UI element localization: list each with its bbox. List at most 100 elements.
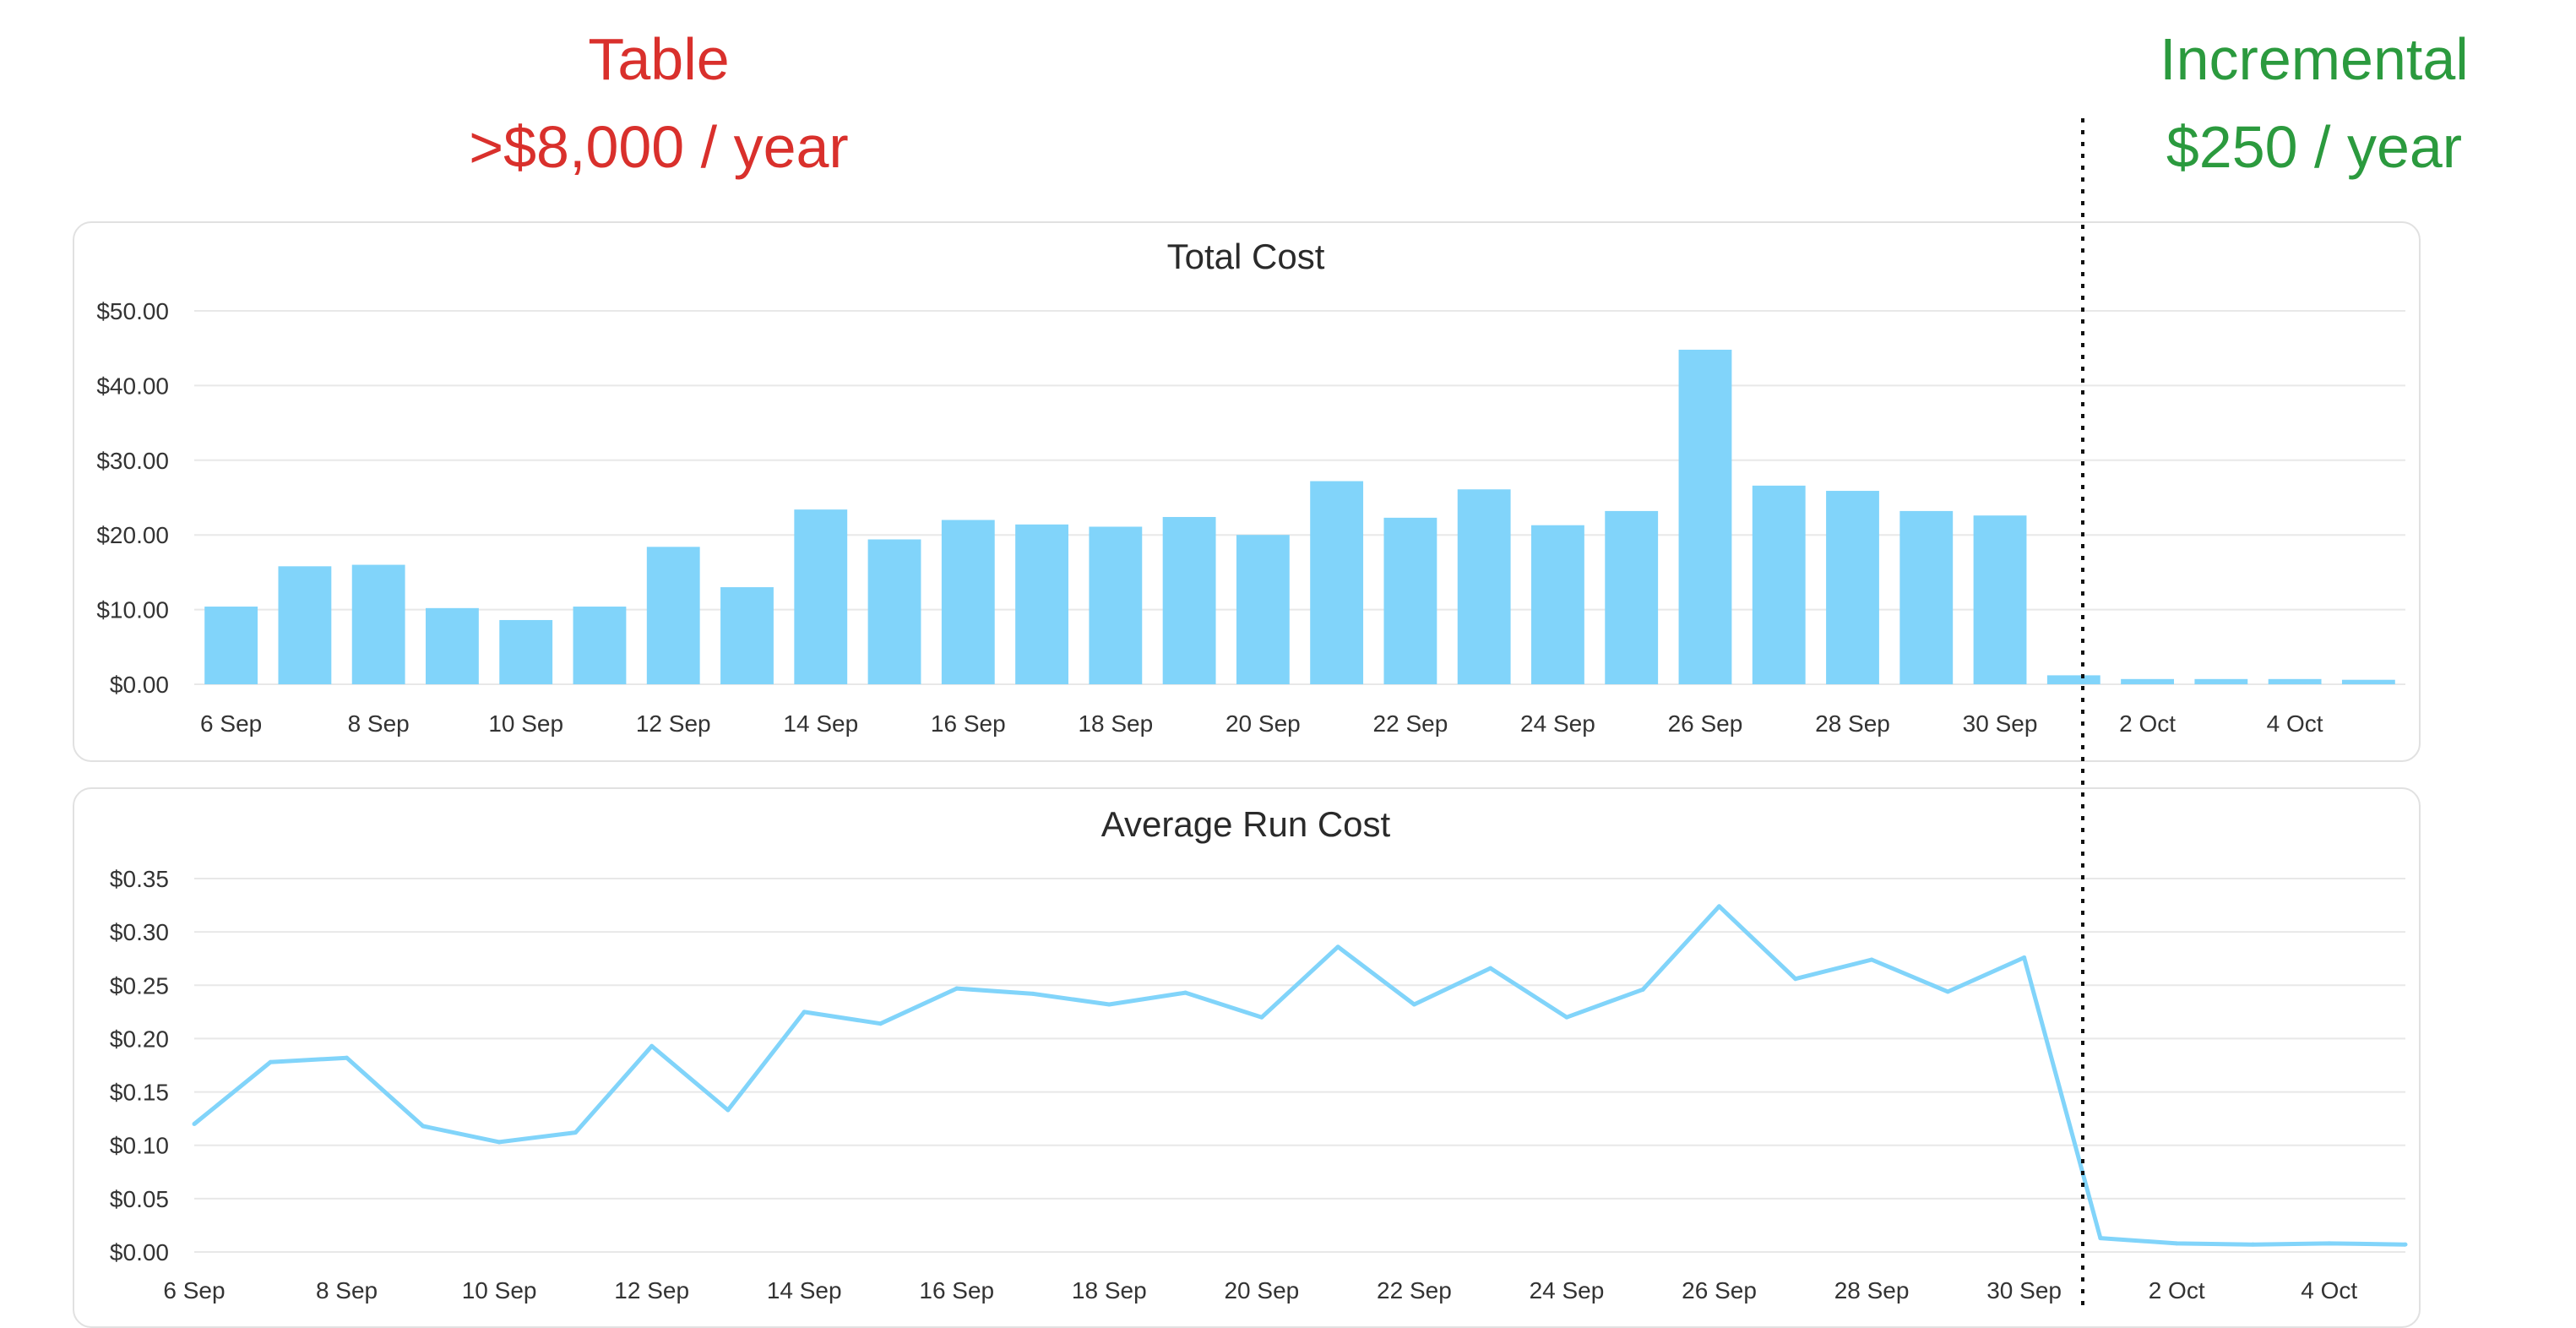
average-run-cost-y-tick-label: $0.30 [110, 919, 169, 945]
total-cost-bar [1015, 524, 1068, 684]
average-run-cost-point [878, 1021, 883, 1026]
average-run-cost-x-tick-label: 16 Sep [919, 1277, 994, 1304]
total-cost-bar [720, 587, 774, 684]
total-cost-x-tick-label: 18 Sep [1078, 710, 1153, 737]
average-run-cost-point [726, 1108, 731, 1113]
average-run-cost-point [421, 1124, 426, 1129]
average-run-cost-point [1640, 987, 1645, 992]
total-cost-y-tick-label: $10.00 [96, 597, 169, 623]
total-cost-bar [2268, 678, 2322, 684]
total-cost-x-tick-label: 2 Oct [2119, 710, 2176, 737]
total-cost-x-tick-label: 24 Sep [1520, 710, 1595, 737]
average-run-cost-y-tick-label: $0.20 [110, 1026, 169, 1052]
average-run-cost-point [2403, 1242, 2408, 1247]
average-run-cost-y-tick-label: $0.25 [110, 972, 169, 999]
total-cost-x-tick-label: 6 Sep [200, 710, 262, 737]
average-run-cost-x-tick-label: 22 Sep [1377, 1277, 1452, 1304]
average-run-cost-point [1335, 944, 1340, 950]
average-run-cost-x-tick-label: 2 Oct [2149, 1277, 2205, 1304]
average-run-cost-point [1488, 966, 1493, 971]
average-run-cost-point [345, 1055, 350, 1060]
average-run-cost-point [1717, 904, 1722, 909]
average-run-cost-x-tick-label: 24 Sep [1530, 1277, 1605, 1304]
total-cost-bar [499, 619, 553, 684]
table-cost-label: >$8,000 / year [469, 114, 849, 180]
average-run-cost-x-tick-label: 28 Sep [1834, 1277, 1910, 1304]
total-cost-bar [1752, 485, 1806, 684]
total-cost-x-tick-label: 8 Sep [348, 710, 410, 737]
total-cost-bar [1973, 515, 2027, 684]
average-run-cost-point [192, 1121, 197, 1126]
incremental-label: Incremental [2160, 26, 2469, 92]
average-run-cost-x-tick-label: 14 Sep [767, 1277, 842, 1304]
total-cost-chart-title: Total Cost [1167, 237, 1325, 276]
total-cost-bar [1310, 481, 1364, 684]
average-run-cost-point [1183, 990, 1188, 995]
average-run-cost-y-tick-label: $0.35 [110, 866, 169, 892]
average-run-cost-x-tick-label: 4 Oct [2301, 1277, 2357, 1304]
average-run-cost-y-tick-label: $0.05 [110, 1186, 169, 1212]
average-run-cost-line [193, 904, 2406, 1247]
average-run-cost-point [1793, 977, 1798, 982]
total-cost-bar [1383, 517, 1437, 684]
total-cost-bar [1531, 525, 1584, 684]
average-run-cost-x-tick-label: 12 Sep [614, 1277, 689, 1304]
average-run-cost-point [2022, 955, 2027, 960]
total-cost-x-tick-label: 16 Sep [931, 710, 1006, 737]
total-cost-bar [2341, 679, 2395, 684]
average-run-cost-panel [73, 787, 2421, 1328]
total-cost-bar [794, 509, 848, 684]
average-run-cost-point [2250, 1242, 2255, 1247]
table-label: Table [588, 26, 730, 92]
total-cost-x-tick-label: 12 Sep [636, 710, 711, 737]
total-cost-bar [1899, 510, 1954, 684]
total-cost-y-tick-label: $0.00 [110, 672, 169, 698]
total-cost-bar [204, 607, 258, 684]
average-run-cost-x-tick-label: 6 Sep [163, 1277, 225, 1304]
incremental-cost-annotation: Incremental $250 / year [2095, 15, 2534, 191]
incremental-cost-label: $250 / year [2166, 114, 2463, 180]
total-cost-x-tick-label: 4 Oct [2267, 710, 2323, 737]
average-run-cost-x-tick-label: 18 Sep [1072, 1277, 1147, 1304]
average-run-cost-point [1030, 991, 1035, 996]
average-run-cost-x-tick-label: 10 Sep [462, 1277, 537, 1304]
average-run-cost-x-tick-label: 26 Sep [1682, 1277, 1757, 1304]
total-cost-bar [278, 566, 332, 684]
total-cost-x-tick-label: 22 Sep [1373, 710, 1448, 737]
average-run-cost-point [1869, 957, 1874, 962]
average-run-cost-y-tick-label: $0.10 [110, 1133, 169, 1159]
average-run-cost-point [1411, 1002, 1416, 1007]
total-cost-bar [1605, 510, 1659, 684]
total-cost-x-tick-label: 14 Sep [783, 710, 858, 737]
total-cost-x-tick-label: 30 Sep [1963, 710, 2038, 737]
average-run-cost-point [1564, 1015, 1569, 1020]
average-run-cost-point [802, 1010, 807, 1015]
total-cost-x-tick-label: 28 Sep [1815, 710, 1890, 737]
average-run-cost-point [954, 986, 959, 991]
total-cost-y-tick-label: $50.00 [96, 298, 169, 324]
average-run-cost-point [268, 1059, 273, 1064]
total-cost-x-tick-label: 26 Sep [1668, 710, 1743, 737]
total-cost-bar [941, 520, 995, 684]
total-cost-bar [1678, 349, 1732, 684]
total-cost-bar [646, 547, 700, 684]
average-run-cost-point [2174, 1241, 2179, 1246]
total-cost-bar [426, 607, 479, 684]
total-cost-bar [2046, 675, 2100, 684]
total-cost-x-tick-label: 10 Sep [488, 710, 563, 737]
total-cost-y-tick-label: $20.00 [96, 522, 169, 548]
total-cost-bar [1236, 535, 1290, 684]
average-run-cost-point [1106, 1002, 1111, 1007]
average-run-cost-y-tick-label: $0.00 [110, 1239, 169, 1265]
average-run-cost-point [1945, 989, 1950, 994]
average-run-cost-x-tick-label: 8 Sep [316, 1277, 378, 1304]
total-cost-y-tick-label: $40.00 [96, 373, 169, 399]
average-run-cost-y-tick-label: $0.15 [110, 1080, 169, 1106]
total-cost-bar [2194, 678, 2248, 684]
average-run-cost-point [573, 1130, 578, 1135]
average-run-cost-point [1259, 1015, 1264, 1020]
total-cost-y-tick-label: $30.00 [96, 448, 169, 474]
average-run-cost-point [2098, 1236, 2103, 1241]
average-run-cost-point [2327, 1241, 2332, 1246]
